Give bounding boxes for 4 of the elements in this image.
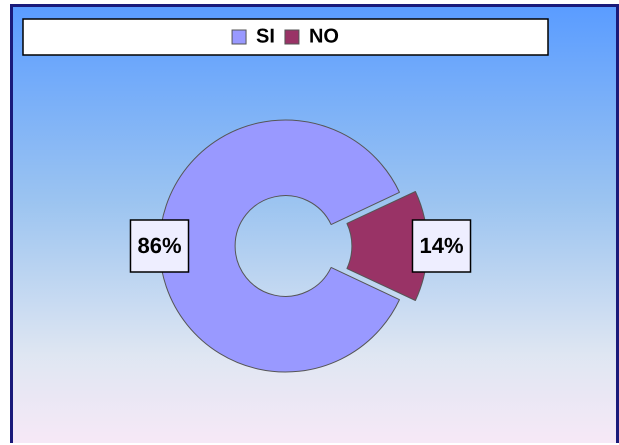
data-label: 14% — [419, 233, 464, 258]
legend-label: NO — [308, 26, 339, 48]
data-label: 86% — [137, 233, 182, 258]
legend-label: SI — [256, 26, 275, 48]
